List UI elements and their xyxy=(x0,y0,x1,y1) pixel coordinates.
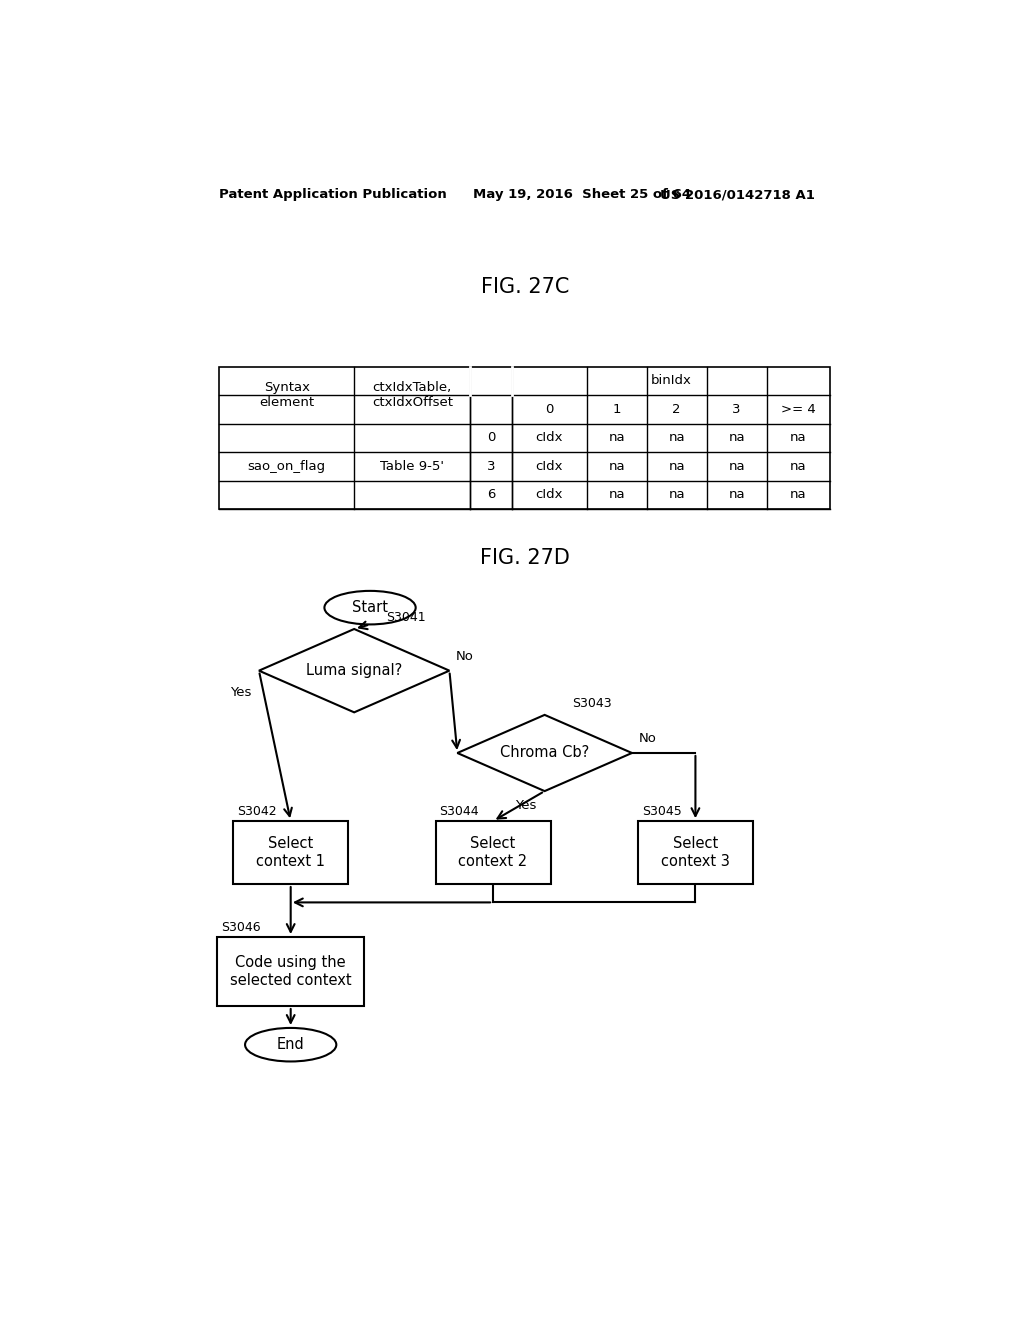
Bar xyxy=(435,821,551,884)
Text: na: na xyxy=(669,432,685,445)
Text: Code using the
selected context: Code using the selected context xyxy=(229,956,351,987)
Text: na: na xyxy=(669,459,685,473)
Text: 6: 6 xyxy=(486,488,496,502)
Text: cIdx: cIdx xyxy=(536,459,563,473)
Bar xyxy=(219,367,830,510)
Text: Luma signal?: Luma signal? xyxy=(306,663,402,678)
Text: Syntax
element: Syntax element xyxy=(259,381,314,409)
Text: na: na xyxy=(669,488,685,502)
Text: 3: 3 xyxy=(732,403,740,416)
Text: na: na xyxy=(791,488,807,502)
Text: >= 4: >= 4 xyxy=(781,403,816,416)
Text: ctxIdxTable,
ctxIdxOffset: ctxIdxTable, ctxIdxOffset xyxy=(372,381,453,409)
Text: cIdx: cIdx xyxy=(536,432,563,445)
Text: Start: Start xyxy=(352,601,388,615)
Ellipse shape xyxy=(325,591,416,624)
Text: S3044: S3044 xyxy=(439,805,479,818)
Text: S3046: S3046 xyxy=(221,921,261,935)
Ellipse shape xyxy=(245,1028,336,1061)
Text: Chroma Cb?: Chroma Cb? xyxy=(500,746,589,760)
Text: na: na xyxy=(728,488,744,502)
Text: na: na xyxy=(608,488,625,502)
Text: Select
context 2: Select context 2 xyxy=(459,837,527,869)
Text: FIG. 27D: FIG. 27D xyxy=(480,548,569,568)
Text: Table 9-5': Table 9-5' xyxy=(380,459,444,473)
Text: Select
context 3: Select context 3 xyxy=(660,837,730,869)
Text: na: na xyxy=(728,432,744,445)
Polygon shape xyxy=(458,715,632,791)
Polygon shape xyxy=(259,630,450,713)
Text: na: na xyxy=(791,459,807,473)
Text: 0: 0 xyxy=(486,432,496,445)
Text: US 2016/0142718 A1: US 2016/0142718 A1 xyxy=(659,189,814,202)
Text: na: na xyxy=(791,432,807,445)
Text: Select
context 1: Select context 1 xyxy=(256,837,326,869)
Text: na: na xyxy=(608,432,625,445)
Text: 0: 0 xyxy=(545,403,553,416)
Text: sao_on_flag: sao_on_flag xyxy=(248,459,326,473)
Text: No: No xyxy=(456,649,474,663)
Bar xyxy=(638,821,753,884)
Text: Yes: Yes xyxy=(229,686,251,698)
Text: cIdx: cIdx xyxy=(536,488,563,502)
Text: S3041: S3041 xyxy=(386,611,426,624)
Text: 3: 3 xyxy=(486,459,496,473)
Text: na: na xyxy=(608,459,625,473)
Bar xyxy=(217,937,365,1006)
Text: S3042: S3042 xyxy=(238,805,276,818)
Text: End: End xyxy=(276,1038,304,1052)
Text: binIdx: binIdx xyxy=(650,375,691,388)
Text: Patent Application Publication: Patent Application Publication xyxy=(219,189,447,202)
Text: 1: 1 xyxy=(612,403,621,416)
Text: FIG. 27C: FIG. 27C xyxy=(480,277,569,297)
Bar xyxy=(233,821,348,884)
Text: May 19, 2016  Sheet 25 of 64: May 19, 2016 Sheet 25 of 64 xyxy=(473,189,691,202)
Text: No: No xyxy=(638,731,656,744)
Text: S3045: S3045 xyxy=(642,805,682,818)
Text: S3043: S3043 xyxy=(572,697,612,710)
Text: Yes: Yes xyxy=(515,799,537,812)
Text: na: na xyxy=(728,459,744,473)
Text: 2: 2 xyxy=(673,403,681,416)
